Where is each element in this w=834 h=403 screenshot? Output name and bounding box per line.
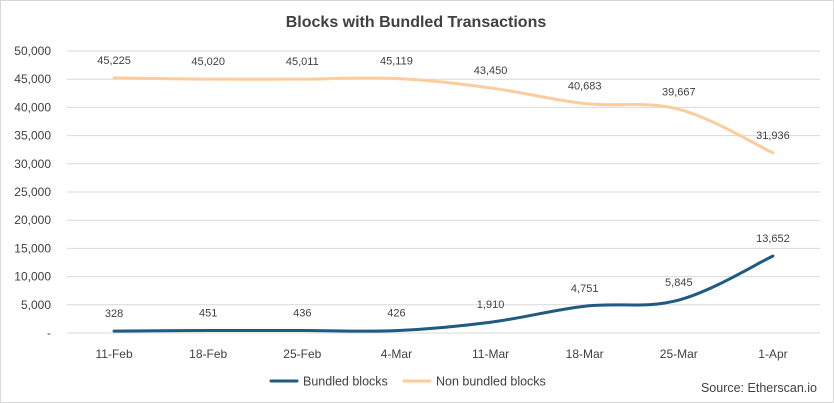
legend-label-bundled-blocks: Bundled blocks (303, 375, 388, 389)
data-label: 451 (199, 307, 217, 319)
data-label: 13,652 (756, 233, 790, 245)
x-tick-label: 25-Feb (283, 347, 321, 361)
series-line-non-bundled-blocks (112, 76, 775, 155)
x-tick-label: 11-Mar (472, 347, 509, 361)
x-tick-label: 18-Mar (566, 347, 604, 361)
x-tick-label: 25-Mar (660, 347, 698, 361)
data-label: 426 (387, 308, 405, 320)
x-tick-label: 4-Mar (381, 347, 412, 361)
data-label: 43,450 (474, 65, 508, 77)
data-label: 45,011 (286, 56, 319, 68)
chart-title: Blocks with Bundled Transactions (286, 14, 547, 31)
x-tick-label: 11-Feb (95, 347, 132, 361)
y-tick-label: 15,000 (14, 241, 51, 255)
data-label: 45,020 (191, 56, 225, 68)
y-tick-label: 35,000 (14, 129, 51, 143)
y-tick-label: 10,000 (14, 270, 51, 284)
y-tick-label: 40,000 (14, 100, 51, 114)
data-label: 39,667 (662, 86, 696, 98)
source-note: Source: Etherscan.io (701, 381, 817, 395)
legend-label-non-bundled-blocks: Non bundled blocks (436, 375, 546, 389)
x-tick-label: 18-Feb (189, 347, 227, 361)
y-axis-tick-labels: - 5,000 10,000 15,000 20,000 25,000 30,000 35,0… (14, 44, 51, 340)
data-label: 328 (105, 308, 123, 320)
x-axis-tick-labels: 11-Feb 18-Feb 25-Feb 4-Mar 11-Mar 18-Mar 25-Ma… (95, 347, 787, 361)
data-label: 45,119 (380, 56, 413, 68)
series-line-bundled-blocks (112, 254, 775, 333)
y-tick-label: 5,000 (21, 298, 51, 312)
data-label: 4,751 (571, 283, 599, 295)
x-tick-label: 1-Apr (758, 347, 787, 361)
data-label: 5,845 (665, 277, 693, 289)
y-tick-label: 30,000 (14, 157, 51, 171)
data-label: 40,683 (568, 81, 602, 93)
legend: Bundled blocks Non bundled blocks (269, 375, 546, 389)
data-label: 45,225 (97, 55, 131, 67)
y-tick-label: 25,000 (14, 185, 51, 199)
data-labels: 45,225 45,020 45,011 45,119 43,450 40,683 39,6… (97, 55, 790, 320)
y-tick-label: 50,000 (14, 44, 51, 58)
data-label: 436 (293, 308, 311, 320)
y-tick-label: - (47, 326, 51, 340)
y-tick-label: 20,000 (14, 213, 51, 227)
series-lines (112, 76, 775, 333)
data-label: 31,936 (756, 130, 790, 142)
y-tick-label: 45,000 (14, 72, 51, 86)
data-label: 1,910 (477, 299, 505, 311)
